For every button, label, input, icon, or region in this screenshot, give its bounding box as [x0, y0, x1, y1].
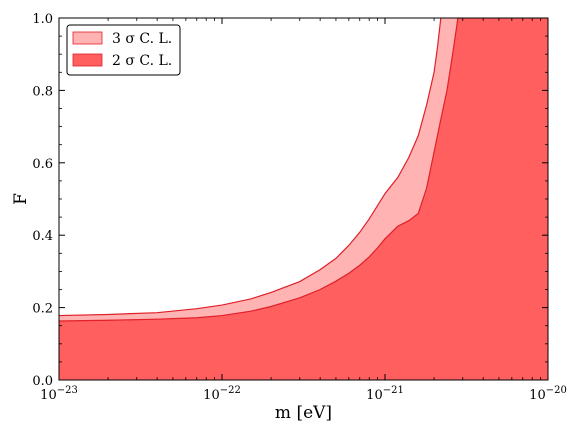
x-axis-label: m [eV]: [275, 403, 332, 423]
x-tick-label: 10−21: [366, 385, 404, 403]
area-edge-series-1: [58, 17, 459, 322]
legend-label-3sigma: 3 σ C. L.: [112, 31, 172, 47]
x-tick-label: 10−23: [40, 385, 78, 403]
areas: [58, 17, 548, 380]
y-tick-label: 0.6: [32, 157, 53, 172]
legend: 3 σ C. L. 2 σ C. L.: [66, 24, 181, 76]
y-tick-label: 0.0: [32, 374, 53, 389]
y-tick-label: 0.8: [32, 84, 53, 99]
x-tick-label: 10−20: [529, 385, 567, 403]
y-axis-label: F: [11, 193, 31, 205]
y-tick-label: 1.0: [32, 12, 53, 27]
y-tick-label: 0.4: [32, 229, 53, 244]
y-tick-label: 0.2: [32, 302, 53, 317]
legend-label-2sigma: 2 σ C. L.: [112, 53, 172, 69]
x-tick-label: 10−22: [203, 385, 241, 403]
legend-swatch-2sigma: [72, 53, 103, 67]
y-axis-ticks: 0.0 0.2 0.4 0.6 0.8 1.0: [32, 12, 548, 389]
legend-swatch-3sigma: [72, 31, 103, 45]
area-fill-series-1: [59, 18, 548, 380]
area-edge-series-0: [58, 17, 442, 317]
x-axis-ticks: 10−23 10−22 10−21 10−20: [40, 18, 567, 403]
